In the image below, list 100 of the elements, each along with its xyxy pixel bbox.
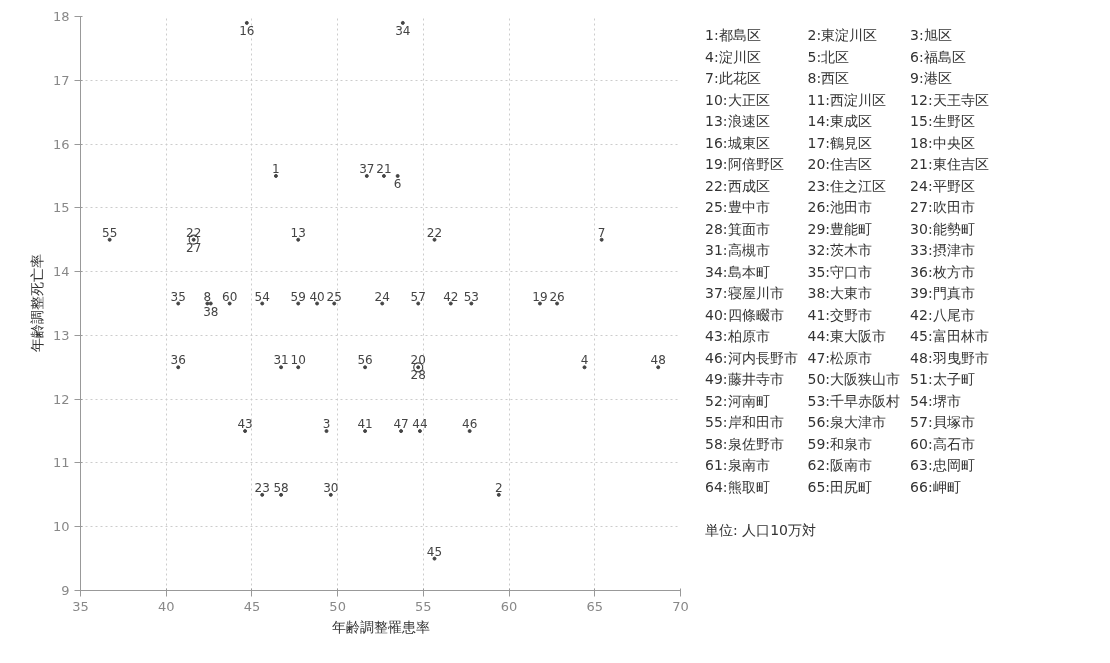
point	[599, 237, 604, 242]
series-label: 43	[237, 417, 253, 432]
series-label: 20	[410, 353, 426, 368]
point	[582, 365, 587, 370]
text: 43:柏原市	[705, 327, 771, 346]
text: 59:和泉市	[807, 434, 874, 454]
series-label: 28	[410, 368, 426, 383]
text: 33:摂津市	[910, 241, 976, 260]
text: 28:箕面市	[705, 219, 771, 239]
point	[363, 429, 368, 434]
series-label: 21	[376, 161, 392, 176]
point	[205, 301, 210, 306]
series-label: 22	[426, 225, 443, 240]
y-tick-label: 11	[52, 455, 70, 471]
text: 21:東住吉区	[910, 155, 990, 174]
text: 22:西成区	[705, 176, 771, 196]
x-tick-label: 50	[329, 598, 346, 614]
text: 65:田尻町	[807, 477, 874, 497]
text: 57:貝塚市	[910, 413, 976, 432]
text: 50:大阪狭山市	[807, 370, 902, 389]
series-label: 35	[170, 289, 186, 304]
series-label: 42	[443, 289, 459, 304]
point	[279, 365, 284, 370]
series-label: 60	[222, 289, 238, 304]
y-tick-label: 14	[52, 264, 70, 280]
point	[296, 301, 301, 306]
series-label: 56	[357, 353, 373, 368]
text: 35:守口市	[807, 262, 874, 282]
point	[399, 429, 404, 434]
text: 2:東淀川区	[807, 26, 879, 45]
series-label: 37	[359, 161, 375, 176]
text: 52:河南町	[705, 391, 771, 411]
series-label: 26	[549, 289, 565, 304]
point	[448, 301, 453, 306]
text: 34:島本町	[705, 262, 771, 282]
text: 63:忠岡町	[910, 456, 976, 475]
series-label: 59	[290, 289, 306, 304]
series-label: 2	[494, 480, 503, 495]
x-axis-title: 年齢調整罹患率	[331, 618, 430, 635]
text: 31:高槻市	[705, 241, 771, 260]
text: 39:門真市	[910, 284, 976, 303]
series-label: 57	[410, 289, 426, 304]
point	[469, 301, 474, 306]
series-label: 54	[254, 289, 270, 304]
text: 53:千早赤阪村	[807, 391, 902, 411]
y-tick-label: 12	[52, 391, 70, 407]
point	[227, 301, 232, 306]
x-tick-label: 40	[157, 598, 175, 614]
text: 14:東成区	[807, 112, 874, 131]
text: 3:旭区	[910, 26, 953, 45]
point	[279, 492, 284, 497]
text: 17:鶴見区	[807, 133, 874, 153]
series-label: 31	[273, 353, 289, 368]
text: 27:吹田市	[910, 198, 976, 217]
x-tick-label: 70	[672, 598, 689, 614]
text: 20:住吉区	[807, 155, 874, 174]
series-label: 38	[203, 304, 219, 319]
text: 55:岸和田市	[705, 413, 785, 432]
text: 60:高石市	[910, 434, 976, 454]
text: 45:富田林市	[910, 327, 990, 346]
series-label: 47	[393, 417, 409, 432]
text: 6:福島区	[910, 47, 967, 67]
series-label: 13	[290, 225, 306, 240]
text: 41:交野市	[807, 305, 874, 325]
series-label: 7	[597, 225, 606, 240]
point	[364, 173, 369, 178]
y-tick-label: 15	[52, 200, 70, 216]
text: 56:泉大津市	[807, 413, 888, 432]
y-axis-title: 年齢調整死亡率	[28, 254, 45, 353]
point	[273, 173, 278, 178]
point	[363, 365, 368, 370]
x-tick-label: 60	[500, 598, 518, 614]
text: 47:松原市	[807, 348, 874, 368]
point	[417, 429, 422, 434]
point	[208, 301, 213, 306]
text: 61:泉南市	[705, 456, 771, 475]
series-label: 44	[412, 417, 428, 432]
point	[416, 301, 421, 306]
text: 66:岬町	[910, 477, 962, 497]
text: 32:茨木市	[807, 241, 874, 260]
point	[332, 301, 337, 306]
y-tick-label: 13	[52, 327, 70, 343]
series-label: 53	[463, 289, 479, 304]
text: 1:都島区	[705, 26, 762, 45]
text: 15:生野区	[910, 112, 976, 131]
point	[260, 301, 265, 306]
text: 25:豊中市	[705, 198, 771, 217]
series-label: 25	[326, 289, 342, 304]
text: 8:西区	[807, 69, 851, 88]
text: 51:太子町	[910, 370, 976, 389]
text: 36:枚方市	[910, 262, 976, 282]
text: 10:大正区	[705, 90, 771, 110]
series-label: 55	[102, 225, 118, 240]
text: 19:阿倍野区	[705, 155, 785, 174]
series-label: 40	[309, 289, 325, 304]
series-label: 23	[254, 480, 270, 495]
x-tick-label: 55	[415, 598, 432, 614]
series-label: 58	[273, 480, 289, 495]
series-label: 8	[203, 289, 212, 304]
series-label: 4	[580, 353, 589, 368]
